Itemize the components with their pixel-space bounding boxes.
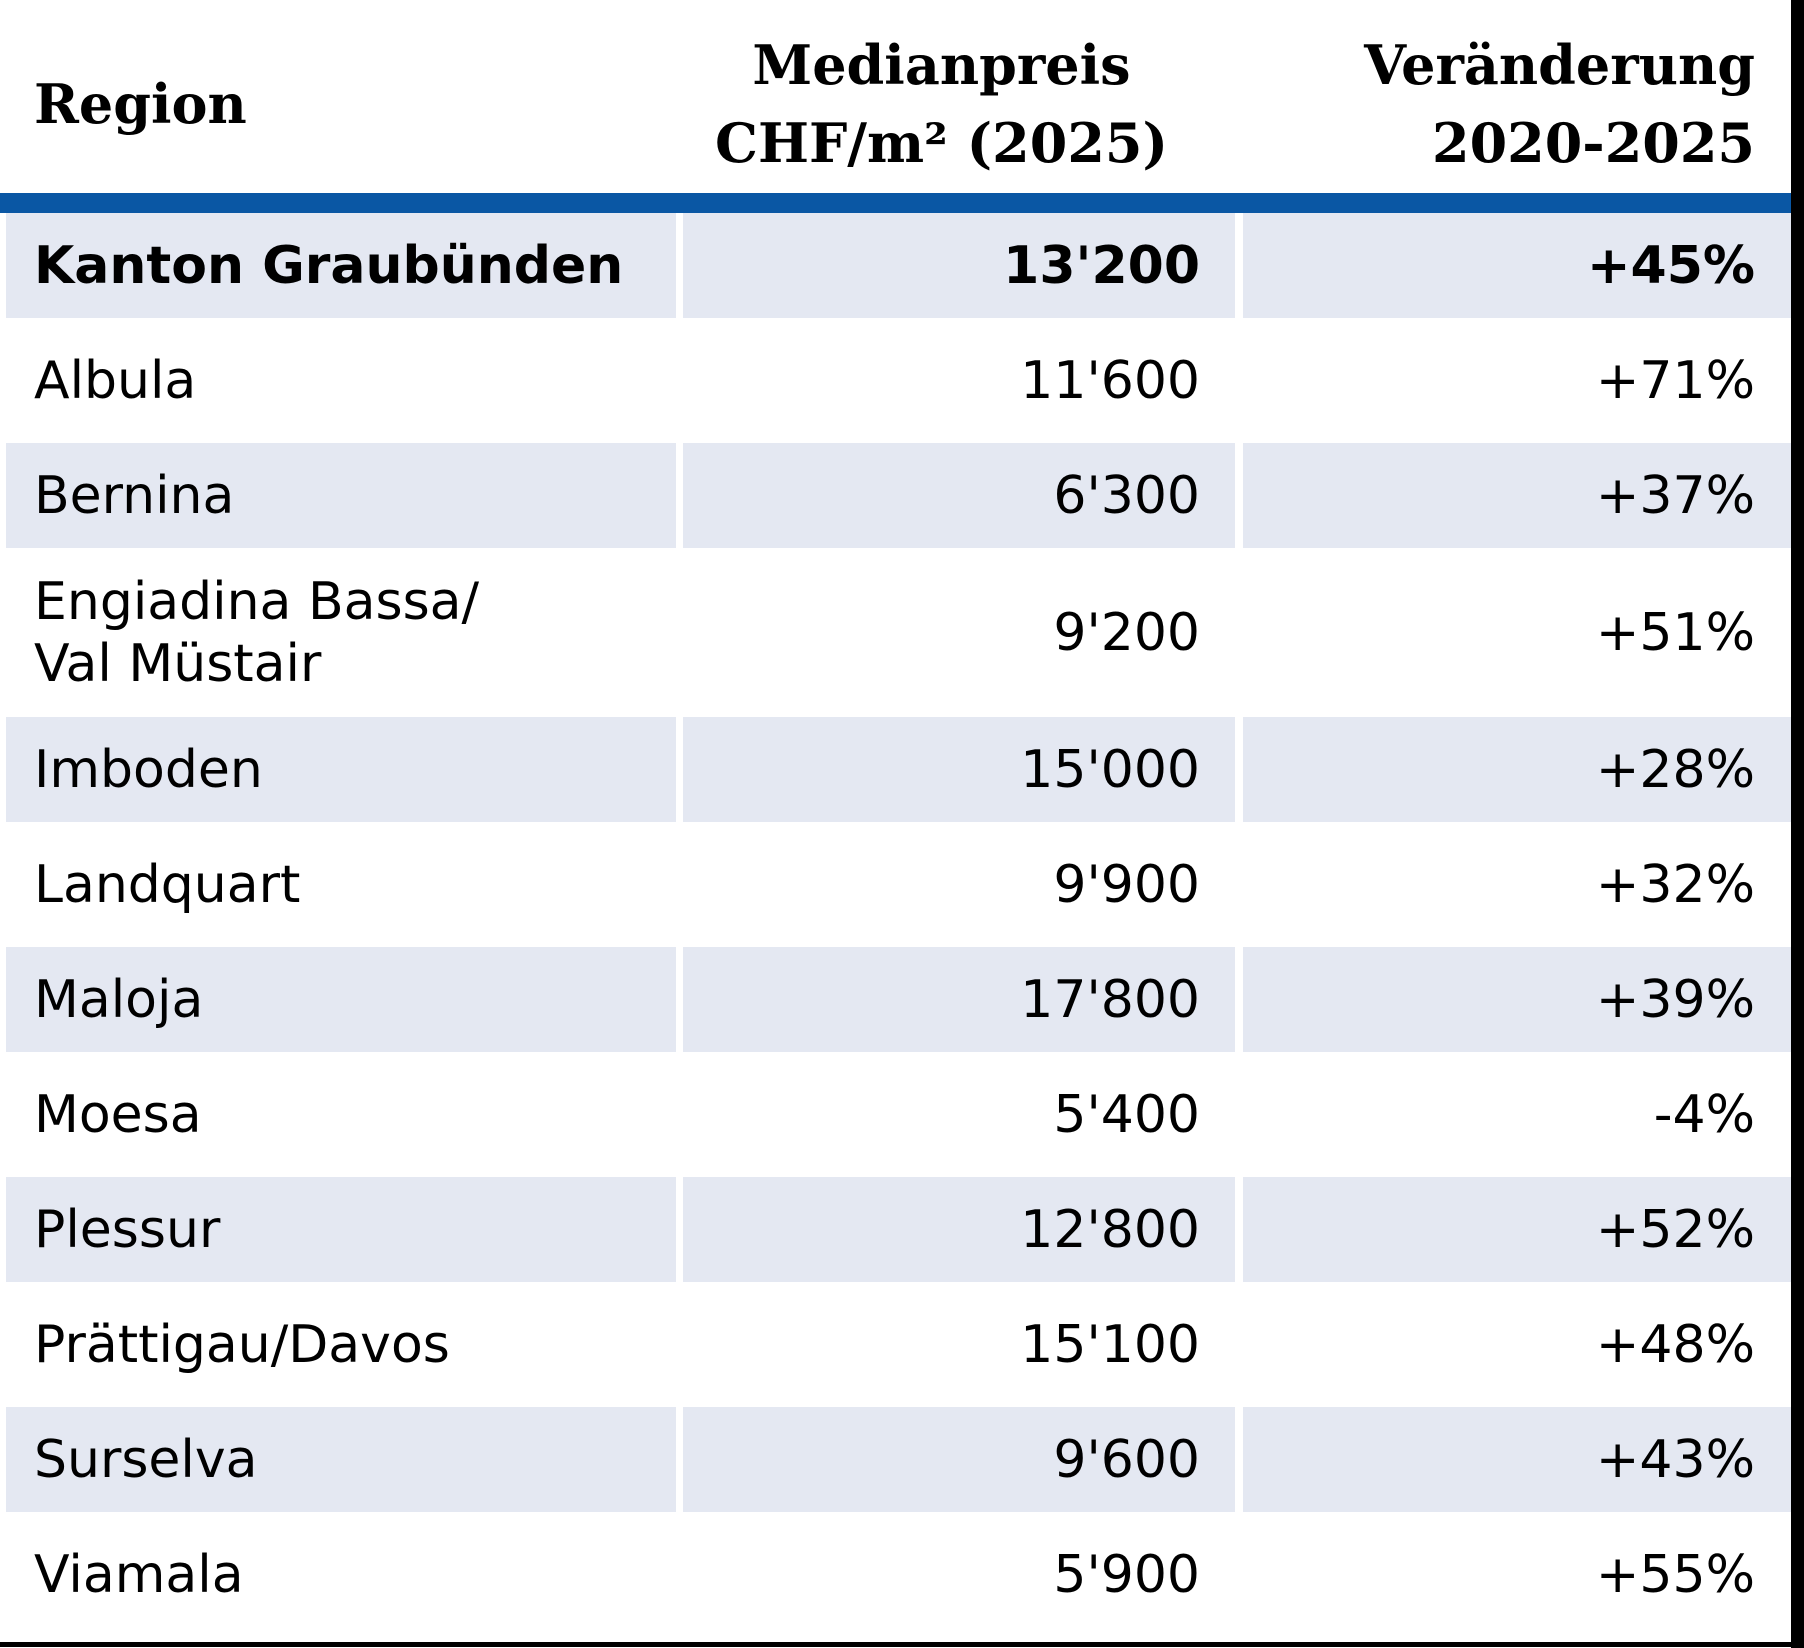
right-border-line: [1791, 0, 1804, 1648]
table-row-kanton-graubuenden: Kanton Graubünden 13'200 +45%: [6, 213, 1791, 318]
table-row-plessur: Plessur 12'800 +52%: [6, 1177, 1791, 1282]
price-cell: 13'200: [683, 213, 1235, 318]
column-header-veraenderung: Veränderung 2020-2025: [1243, 26, 1791, 182]
change-cell: +51%: [1595, 602, 1755, 663]
table-row-maloja: Maloja 17'800 +39%: [6, 947, 1791, 1052]
region-cell: Moesa: [34, 1084, 202, 1145]
region-cell: Engiadina Bassa/ Val Müstair: [34, 571, 480, 694]
change-cell: -4%: [1653, 1084, 1755, 1145]
price-cell: 9'600: [683, 1407, 1235, 1512]
region-cell: Albula: [34, 350, 197, 411]
region-cell: Imboden: [6, 717, 676, 822]
change-cell: +39%: [1243, 947, 1791, 1052]
price-cell: 15'000: [683, 717, 1235, 822]
change-cell: +43%: [1243, 1407, 1791, 1512]
price-cell: 17'800: [683, 947, 1235, 1052]
table-row-bernina: Bernina 6'300 +37%: [6, 443, 1791, 548]
table-row-albula: Albula 11'600 +71%: [6, 328, 1791, 433]
column-header-medianpreis-line2: CHF/m² (2025): [714, 110, 1169, 175]
price-cell: 9'900: [1053, 854, 1200, 915]
change-cell: +55%: [1595, 1544, 1755, 1605]
column-header-veraenderung-line1: Veränderung: [1364, 32, 1755, 97]
change-cell: +32%: [1595, 854, 1755, 915]
region-cell: Bernina: [6, 443, 676, 548]
change-cell: +71%: [1595, 350, 1755, 411]
region-cell: Maloja: [6, 947, 676, 1052]
table-row-praettigau-davos: Prättigau/Davos 15'100 +48%: [6, 1292, 1791, 1397]
price-cell: 12'800: [683, 1177, 1235, 1282]
table-row-imboden: Imboden 15'000 +28%: [6, 717, 1791, 822]
price-cell: 6'300: [683, 443, 1235, 548]
region-cell: Prättigau/Davos: [34, 1314, 450, 1375]
column-header-medianpreis: Medianpreis CHF/m² (2025): [683, 26, 1235, 182]
price-cell: 11'600: [1020, 350, 1200, 411]
table-header-row: Region Medianpreis CHF/m² (2025) Verände…: [6, 0, 1791, 193]
column-header-medianpreis-line1: Medianpreis: [752, 32, 1131, 97]
change-cell: +45%: [1243, 213, 1791, 318]
table-row-engiadina-bassa-val-muestair: Engiadina Bassa/ Val Müstair 9'200 +51%: [6, 558, 1791, 707]
region-cell: Landquart: [34, 854, 301, 915]
column-header-region-label: Region: [34, 71, 247, 136]
change-cell: +52%: [1243, 1177, 1791, 1282]
bottom-border-line: [0, 1642, 1804, 1647]
region-cell: Viamala: [34, 1544, 244, 1605]
change-cell: +28%: [1243, 717, 1791, 822]
price-cell: 5'900: [1053, 1544, 1200, 1605]
table-row-moesa: Moesa 5'400 -4%: [6, 1062, 1791, 1167]
region-cell: Surselva: [6, 1407, 676, 1512]
table-row-landquart: Landquart 9'900 +32%: [6, 832, 1791, 937]
change-cell: +48%: [1595, 1314, 1755, 1375]
price-cell: 15'100: [1020, 1314, 1200, 1375]
price-cell: 9'200: [1053, 602, 1200, 663]
header-divider-bar: [0, 193, 1791, 213]
region-cell: Kanton Graubünden: [6, 213, 676, 318]
column-header-veraenderung-line2: 2020-2025: [1432, 110, 1755, 175]
table-row-surselva: Surselva 9'600 +43%: [6, 1407, 1791, 1512]
region-cell: Plessur: [6, 1177, 676, 1282]
price-cell: 5'400: [1053, 1084, 1200, 1145]
table-row-viamala: Viamala 5'900 +55%: [6, 1522, 1791, 1627]
column-header-region: Region: [6, 65, 676, 143]
change-cell: +37%: [1243, 443, 1791, 548]
